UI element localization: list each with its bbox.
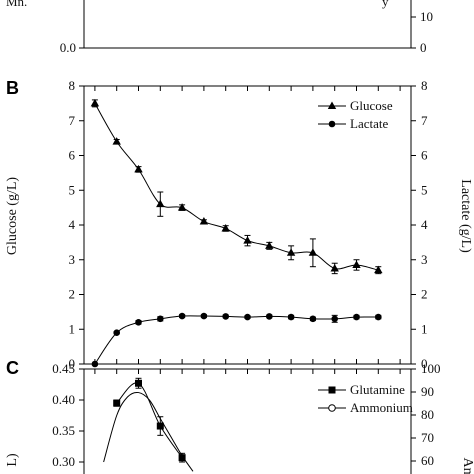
panel-a-right-tick-label-0: 0	[420, 40, 427, 55]
panel-b-right-tick-label: 7	[421, 113, 428, 128]
panel-c-legend-marker	[328, 386, 336, 394]
panel-a-left-tick-label: 0.0	[60, 40, 76, 55]
panel-b-left-tick-label: 4	[69, 217, 76, 232]
panel-b-lactate-point	[135, 319, 142, 326]
panel-c-legend: Glutamine Ammonium	[318, 382, 413, 415]
panel-c-left-tick-label: 0.35	[52, 423, 75, 438]
panel-b-lactate-point	[309, 315, 317, 323]
panel-b-left-tick-label: 2	[69, 287, 76, 302]
panel-b-glucose-point	[156, 199, 165, 208]
panel-c-glutamine-point	[178, 454, 186, 462]
panel-b-right-tick-label: 8	[421, 78, 428, 93]
panel-b-lactate-point	[266, 313, 273, 320]
panel-c-right-tick-label: 60	[421, 453, 434, 468]
panel-b-legend-label: Lactate	[350, 116, 388, 131]
panel-b-lactate-point	[375, 313, 382, 321]
panel-b-right-tick-label: 0	[421, 356, 428, 371]
panel-b-lactate-point	[331, 315, 339, 323]
panel-b-legend-label: Glucose	[350, 98, 393, 113]
panel-b-glucose-point	[286, 248, 296, 256]
panel-b-glucose-point	[221, 223, 230, 232]
panel-c-legend-marker	[328, 404, 336, 412]
panel-a-right-tick-label-10: 10	[420, 9, 433, 24]
panel-c-right-tick-label: 80	[421, 407, 434, 422]
panel-b-glucose-point	[90, 98, 100, 107]
panel-c-glutamine-line	[116, 382, 183, 458]
panel-b-right-tick-label: 4	[421, 217, 428, 232]
panel-c-right-tick-label: 70	[421, 430, 434, 445]
panel-b-left-tick-label: 1	[69, 321, 76, 336]
panel-b-lactate-point	[157, 315, 164, 323]
panel-b-letter: B	[6, 78, 19, 98]
panel-b: B Glucose (g/L) Lactate (g/L) Glucose Lac…	[5, 78, 473, 371]
panel-c-glutamine-point	[156, 422, 164, 430]
panel-b-lactate-point	[222, 313, 229, 320]
panel-a-right-title-fragment: y	[382, 0, 389, 9]
panel-b-left-axis-title: Glucose (g/L)	[5, 177, 20, 255]
panel-b-glucose-point	[112, 137, 121, 145]
panel-b-glucose-point	[243, 236, 252, 244]
panel-b-glucose-point	[352, 260, 361, 268]
panel-c-right-tick-label: 100	[421, 361, 441, 376]
panel-b-lactate-point	[113, 329, 120, 337]
panel-c-left-tick-label: 0.30	[52, 454, 75, 469]
panel-c-legend-label: Ammonium	[350, 400, 413, 415]
panel-b-lactate-point	[353, 313, 360, 321]
panel-b-left-tick-label: 8	[69, 78, 76, 93]
panel-b-glucose-line	[94, 103, 379, 271]
panel-b-legend-marker	[327, 101, 337, 109]
panel-b-glucose-point	[330, 263, 339, 272]
panel-b-legend: Glucose Lactate	[318, 98, 393, 131]
panel-b-right-tick-label: 5	[421, 182, 428, 197]
panel-b-glucose-point	[177, 203, 187, 211]
panel-b-glucose-point	[374, 265, 383, 274]
panel-c-left-tick-label: 0.40	[52, 392, 75, 407]
panel-b-right-axis-title: Lactate (g/L)	[458, 179, 473, 253]
panel-b-glucose-point	[134, 164, 143, 173]
panel-c-letter: C	[6, 358, 19, 378]
panel-b-glucose-point	[199, 217, 209, 225]
panel-c-ammonium-line	[103, 391, 194, 472]
panel-c-legend-label: Glutamine	[350, 382, 405, 397]
panel-b-lactate-point	[91, 360, 99, 368]
panel-b-glucose-point	[265, 241, 274, 249]
panel-b-left-tick-label: 5	[69, 182, 76, 197]
panel-c-left-tick-label: 0.45	[52, 361, 75, 376]
panel-b-right-tick-label: 3	[421, 252, 428, 267]
panel-c-right-axis-title-fragment: Am	[460, 458, 474, 474]
panel-b-right-tick-label: 2	[421, 287, 428, 302]
panel-b-lactate-point	[287, 313, 295, 321]
panel-b-left-tick-label: 7	[69, 113, 76, 128]
panel-c-right-tick-label: 90	[421, 384, 434, 399]
panel-c-glutamine-point	[135, 379, 142, 387]
panel-b-left-tick-label: 0	[69, 356, 76, 371]
panel-b-left-tick-label: 6	[69, 148, 76, 163]
panel-a-left-title-fragment: Mn.	[6, 0, 27, 9]
panel-b-glucose-point	[308, 248, 318, 256]
panel-c-glutamine-point	[113, 399, 121, 407]
panel-b-lactate-point	[244, 313, 251, 321]
panel-c-left-axis-title-fragment: L)	[5, 453, 20, 467]
panel-b-lactate-point	[178, 312, 186, 320]
panel-b-right-tick-label: 1	[421, 321, 428, 336]
panel-b-right-tick-label: 6	[421, 148, 428, 163]
panel-a: 0.0 10 0 Mn. y	[6, 0, 433, 55]
panel-b-legend-marker	[328, 120, 336, 128]
panel-b-lactate-point	[200, 312, 208, 320]
panel-b-left-tick-label: 3	[69, 252, 76, 267]
panel-c: C L) Am Glutamine Ammonium 0.30 0.35 0.40 0.…	[5, 358, 474, 474]
